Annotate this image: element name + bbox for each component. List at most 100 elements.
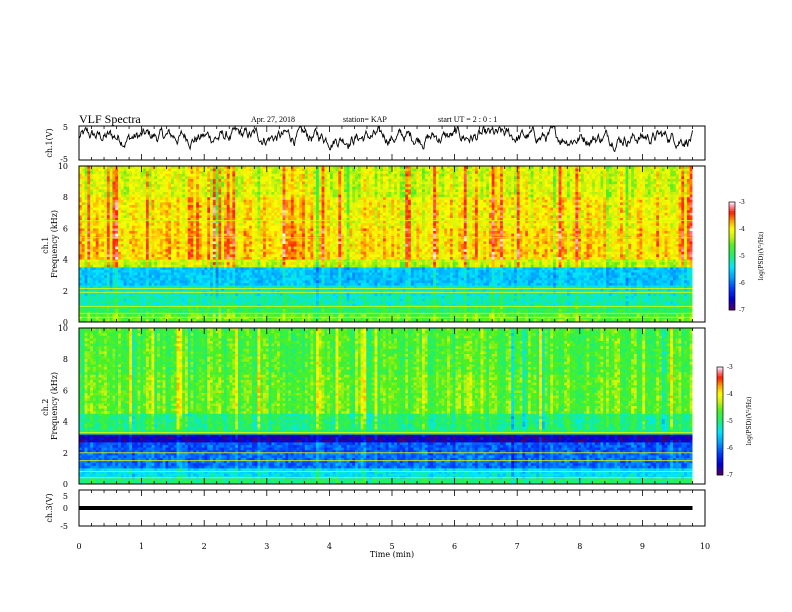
spectrogram-cell	[332, 192, 336, 195]
spectrogram-cell	[143, 202, 147, 206]
spectrogram-cell	[463, 173, 468, 177]
spectrogram-cell	[346, 215, 350, 219]
spectrogram-cell	[120, 184, 125, 188]
spectrogram-cell	[92, 173, 97, 177]
spectrogram-cell	[268, 212, 272, 216]
spectrogram-cell	[435, 207, 440, 211]
spectrogram-cell	[332, 220, 336, 224]
spectrogram-cell	[95, 171, 99, 175]
spectrogram-cell	[625, 173, 629, 177]
spectrogram-cell	[374, 205, 378, 208]
spectrogram-cell	[494, 186, 498, 190]
spectrogram-cell	[522, 207, 526, 211]
spectrogram-cell	[237, 207, 242, 211]
spectrogram-cell	[157, 166, 161, 169]
spectrogram-cell	[580, 197, 585, 201]
spectrogram-cell	[606, 192, 610, 195]
spectrogram-cell	[597, 176, 601, 180]
spectrogram-cell	[597, 179, 601, 182]
spectrogram-cell	[508, 176, 512, 180]
spectrogram-cell	[477, 215, 481, 219]
spectrogram-cell	[81, 212, 85, 216]
spectrogram-cell	[497, 181, 501, 185]
spectrogram-cell	[251, 207, 256, 211]
spectrogram-cell	[148, 176, 152, 180]
spectrogram-cell	[204, 210, 208, 214]
spectrogram-cell	[664, 176, 668, 180]
spectrogram-cell	[388, 202, 392, 206]
spectrogram-cell	[101, 207, 105, 211]
spectrogram-cell	[461, 205, 465, 208]
spectrogram-cell	[190, 194, 194, 198]
spectrogram-cell	[226, 179, 230, 182]
spectrogram-cell	[369, 212, 373, 216]
spectrogram-cell	[90, 215, 94, 219]
spectrogram-cell	[583, 166, 587, 169]
spectrogram-cell	[173, 207, 177, 211]
spectrogram-cell	[469, 192, 473, 195]
spectrogram-cell	[427, 168, 431, 172]
spectrogram-cell	[92, 215, 97, 219]
spectrogram-cell	[371, 207, 375, 211]
spectrogram-cell	[667, 179, 671, 182]
spectrogram-cell	[154, 181, 158, 185]
spectrogram-cell	[402, 186, 406, 190]
spectrogram-cell	[198, 220, 203, 224]
spectrogram-cell	[118, 192, 122, 195]
spectrogram-cell	[461, 168, 465, 172]
spectrogram-cell	[327, 173, 331, 177]
spectrogram-cell	[642, 199, 646, 203]
spectrogram-cell	[603, 168, 607, 172]
spectrogram-cell	[196, 184, 200, 188]
spectrogram-cell	[569, 181, 573, 185]
spectrogram-cell	[371, 210, 375, 214]
spectrogram-cell	[444, 218, 448, 221]
spectrogram-cell	[452, 199, 456, 203]
spectrogram-cell	[466, 210, 470, 214]
spectrogram-cell	[296, 202, 300, 206]
spectrogram-cell	[81, 168, 85, 172]
spectrogram-cell	[388, 205, 392, 208]
spectrogram-cell	[553, 215, 557, 219]
spectrogram-cell	[92, 184, 97, 188]
spectrogram-cell	[157, 205, 161, 208]
spectrogram-cell	[631, 192, 635, 195]
spectrogram-cell	[346, 199, 350, 203]
spectrogram-cell	[650, 207, 654, 211]
spectrogram-cell	[405, 176, 409, 180]
spectrogram-cell	[419, 205, 423, 208]
spectrogram-cell	[357, 179, 362, 182]
spectrogram-cell	[619, 189, 624, 193]
spectrogram-cell	[514, 184, 518, 188]
spectrogram-cell	[547, 215, 551, 219]
spectrogram-cell	[653, 220, 657, 224]
spectrogram-cell	[633, 207, 638, 211]
spectrogram-cell	[237, 166, 242, 169]
spectrogram-cell	[497, 210, 501, 214]
spectrogram-cell	[313, 197, 317, 201]
spectrogram-cell	[500, 197, 504, 201]
spectrogram-cell	[246, 199, 250, 203]
spectrogram-cell	[335, 192, 339, 195]
spectrogram-cell	[466, 207, 470, 211]
spectrogram-cell	[664, 212, 668, 216]
spectrogram-cell	[469, 176, 473, 180]
spectrogram-cell	[502, 171, 507, 175]
spectrogram-cell	[254, 166, 258, 169]
spectrogram-cell	[675, 205, 679, 208]
spectrogram-cell	[251, 218, 256, 221]
spectrogram-cell	[321, 210, 325, 214]
spectrogram-cell	[631, 184, 635, 188]
spectrogram-cell	[95, 210, 99, 214]
spectrogram-cell	[689, 168, 693, 172]
spectrogram-cell	[145, 220, 150, 224]
spectrogram-cell	[636, 197, 640, 201]
spectrogram-cell	[592, 218, 596, 221]
spectrogram-cell	[377, 197, 381, 201]
spectrogram-cell	[427, 184, 431, 188]
spectrogram-cell	[516, 176, 520, 180]
spectrogram-cell	[90, 212, 94, 216]
spectrogram-cell	[564, 184, 568, 188]
spectrogram-cell	[430, 176, 434, 180]
spectrogram-cell	[514, 179, 518, 182]
